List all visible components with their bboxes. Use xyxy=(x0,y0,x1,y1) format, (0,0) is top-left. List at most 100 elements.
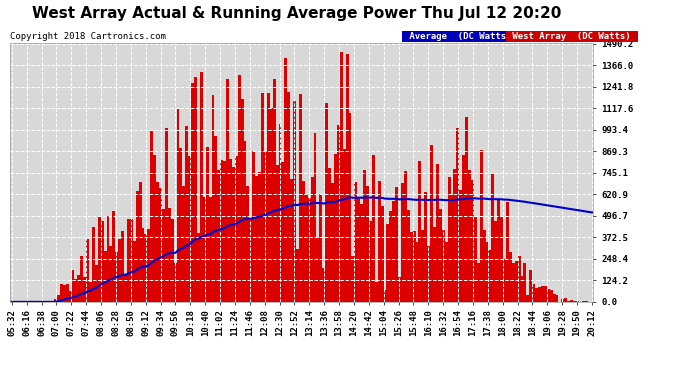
Bar xyxy=(89,282,92,302)
Bar xyxy=(351,256,355,302)
Bar xyxy=(185,126,188,302)
Bar xyxy=(238,75,241,302)
Bar xyxy=(179,148,182,302)
Bar xyxy=(424,192,427,302)
Bar xyxy=(535,288,538,302)
Bar xyxy=(363,170,366,302)
Text: Average  (DC Watts): Average (DC Watts) xyxy=(404,32,517,41)
Bar xyxy=(273,79,275,302)
Bar xyxy=(54,298,57,302)
Bar xyxy=(229,159,232,302)
Bar xyxy=(564,298,567,302)
Bar xyxy=(468,170,471,302)
Bar xyxy=(541,286,544,302)
Bar xyxy=(75,279,77,302)
Bar xyxy=(168,209,170,302)
Bar xyxy=(83,277,86,302)
Bar xyxy=(293,101,296,302)
Bar xyxy=(451,195,453,302)
Bar xyxy=(270,108,273,302)
Bar xyxy=(474,217,477,302)
Bar xyxy=(101,221,104,302)
Bar xyxy=(544,286,546,302)
Bar xyxy=(215,136,217,302)
Bar xyxy=(562,299,564,302)
Bar xyxy=(244,141,246,302)
Bar xyxy=(194,77,197,302)
Bar xyxy=(355,182,357,302)
Bar xyxy=(104,251,106,302)
Bar xyxy=(555,295,558,302)
Bar xyxy=(246,186,249,302)
Bar xyxy=(223,160,226,302)
Bar xyxy=(442,230,445,302)
Bar xyxy=(287,92,290,302)
Bar xyxy=(445,242,448,302)
Bar xyxy=(381,206,384,302)
Bar xyxy=(366,186,369,302)
Bar xyxy=(317,238,319,302)
Bar xyxy=(305,194,308,302)
Bar xyxy=(139,182,141,302)
Bar xyxy=(296,249,299,302)
Bar xyxy=(282,162,284,302)
Bar xyxy=(509,252,512,302)
Bar xyxy=(77,275,80,302)
Bar xyxy=(550,291,553,302)
Bar xyxy=(110,246,112,302)
Bar xyxy=(148,229,150,302)
Bar xyxy=(576,301,579,302)
Bar xyxy=(159,188,162,302)
Bar xyxy=(255,176,258,302)
Bar xyxy=(112,211,115,302)
Bar xyxy=(162,209,165,302)
Bar xyxy=(80,256,83,302)
Bar xyxy=(462,155,465,302)
Bar xyxy=(170,219,174,302)
Bar xyxy=(413,231,415,302)
Bar xyxy=(415,242,418,302)
Bar xyxy=(553,294,555,302)
Bar xyxy=(346,54,348,302)
Bar xyxy=(460,190,462,302)
Bar xyxy=(538,288,541,302)
Bar xyxy=(439,209,442,302)
Bar xyxy=(372,155,375,302)
Bar xyxy=(401,183,404,302)
Bar xyxy=(200,72,203,302)
Bar xyxy=(177,109,179,302)
Bar xyxy=(241,99,244,302)
Bar xyxy=(203,197,206,302)
Bar xyxy=(174,263,177,302)
Bar xyxy=(310,177,313,302)
Bar xyxy=(573,300,576,302)
Bar xyxy=(69,291,72,302)
Bar xyxy=(360,204,363,302)
Bar xyxy=(582,301,584,302)
Bar xyxy=(57,295,60,302)
Bar xyxy=(136,191,139,302)
Bar xyxy=(92,228,95,302)
Bar xyxy=(206,147,208,302)
Bar xyxy=(302,182,305,302)
Bar xyxy=(144,234,148,302)
Bar xyxy=(526,295,529,302)
Bar xyxy=(226,79,229,302)
Bar xyxy=(546,289,550,302)
Bar xyxy=(491,174,494,302)
Bar xyxy=(253,151,255,302)
Bar xyxy=(191,83,194,302)
Bar xyxy=(357,197,360,302)
Bar xyxy=(404,171,407,302)
Bar xyxy=(95,265,98,302)
Bar xyxy=(506,202,509,302)
Bar xyxy=(72,270,75,302)
Bar xyxy=(284,58,287,302)
Bar xyxy=(165,128,168,302)
Bar xyxy=(471,180,474,302)
Bar xyxy=(217,170,220,302)
Bar xyxy=(497,199,500,302)
Bar xyxy=(212,95,215,302)
Bar xyxy=(518,256,520,302)
Bar xyxy=(124,275,127,302)
